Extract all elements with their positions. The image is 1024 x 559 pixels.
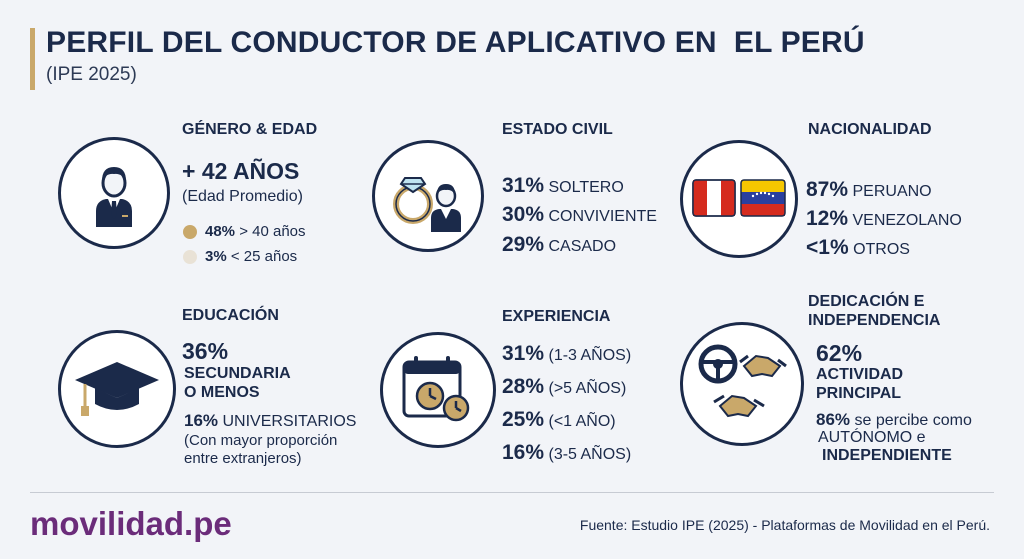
dedicacion-section-title-2: INDEPENDENCIA [808,312,941,329]
dedicacion-headline-label-2: PRINCIPAL [816,385,902,402]
nacionalidad-section-title: NACIONALIDAD [808,121,932,138]
experiencia-section-title: EXPERIENCIA [502,308,611,325]
estado-civil-item-2: 30% CONVIVIENTE [502,203,657,226]
nacionalidad-icon-circle [680,140,798,258]
dedicacion-second: 86% se percibe como [816,410,972,429]
dedicacion-icon-circle [680,322,804,446]
venezuela-flag-icon [740,179,786,217]
educacion-headline-label-1: SECUNDARIA [184,365,291,382]
educacion-note-1: (Con mayor proporción [184,432,338,449]
genero-item-2: 3% < 25 años [205,248,298,265]
page-title: PERFIL DEL CONDUCTOR DE APLICATIVO EN EL… [46,26,865,59]
steering-wheel-icon [698,344,738,384]
driver-person-icon [96,167,132,227]
genero-item-1: 48% > 40 años [205,223,306,240]
experiencia-item-1: 31% (1-3 AÑOS) [502,342,632,365]
footer-divider [30,492,994,493]
flags-icon [692,179,786,217]
brand-logo: movilidad.pe [30,505,232,542]
educacion-headline-label-2: O MENOS [184,384,260,401]
educacion-note-2: entre extranjeros) [184,450,302,467]
estado-civil-section-title: ESTADO CIVIL [502,121,613,138]
genero-headline: + 42 AÑOS [182,158,300,184]
page-subtitle: (IPE 2025) [46,64,137,85]
dedicacion-headline: 62% [816,340,863,366]
title-accent-bar [30,28,35,90]
estado-civil-icon-circle [372,140,484,252]
dedicacion-second-label-2: AUTÓNOMO e [818,429,926,446]
wheel-and-handshake-icon [698,344,787,418]
educacion-icon-circle [58,330,176,448]
estado-civil-item-3: 29% CASADO [502,233,617,256]
experiencia-item-3: 25% (<1 AÑO) [502,408,616,431]
dedicacion-second-label-3: INDEPENDIENTE [822,447,952,464]
experiencia-item-4: 16% (3-5 AÑOS) [502,441,632,464]
estado-civil-item-1: 31% SOLTERO [502,174,624,197]
nacionalidad-item-2: 12% VENEZOLANO [806,207,962,230]
nacionalidad-item-1: 87% PERUANO [806,178,932,201]
nacionalidad-item-3: <1% OTROS [806,236,910,259]
educacion-section-title: EDUCACIÓN [182,307,279,324]
educacion-second: 16% UNIVERSITARIOS [184,411,357,430]
source-note: Fuente: Estudio IPE (2025) - Plataformas… [579,517,990,533]
genero-section-title: GÉNERO & EDAD [182,121,318,138]
dedicacion-section-title-1: DEDICACIÓN E [808,293,925,310]
experiencia-icon-circle [380,332,496,448]
peru-flag-icon [692,179,736,217]
genero-caption: (Edad Promedio) [182,188,303,205]
ring-and-person-icon [393,177,461,232]
experiencia-item-2: 28% (>5 AÑOS) [502,375,627,398]
gold-dot [183,225,197,239]
dedicacion-headline-label-1: ACTIVIDAD [816,366,904,383]
educacion-headline: 36% [182,338,229,364]
driver-icon-circle [58,137,170,249]
calendar-clock-icon [402,356,470,422]
beige-dot [183,250,197,264]
handshake-icon-2 [713,394,765,418]
graduation-cap-icon [75,362,159,416]
handshake-icon [739,354,787,378]
